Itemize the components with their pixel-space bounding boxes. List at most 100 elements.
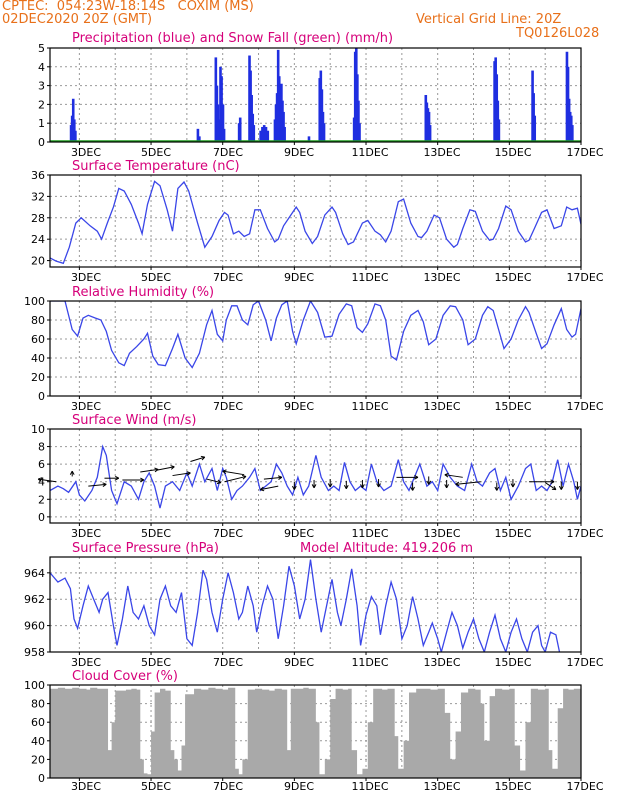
x-tick-label: 15DEC	[494, 400, 531, 413]
x-tick-label: 17DEC	[566, 656, 603, 669]
wind-arrow	[38, 478, 57, 483]
series-line	[50, 444, 581, 509]
wind-arrow-head	[186, 471, 191, 476]
precip-bar	[222, 128, 226, 142]
wind-arrow-head	[292, 485, 297, 490]
precip-bar	[196, 128, 200, 142]
plot-frame	[49, 684, 582, 779]
y-tick-label: 958	[24, 646, 45, 659]
y-tick-label: 40	[31, 352, 45, 365]
x-tick-label: 7DEC	[213, 400, 243, 413]
panel-title: Cloud Cover (%)	[72, 669, 178, 684]
wind-arrow-head	[216, 479, 222, 485]
y-tick-label: 20	[31, 255, 45, 268]
y-tick-label: 6	[38, 458, 45, 471]
y-tick-label: 1	[38, 117, 45, 130]
y-tick-label: 8	[38, 441, 45, 454]
wind-arrow-head	[37, 477, 43, 482]
x-tick-label: 11DEC	[351, 400, 388, 413]
wind-arrow-head	[327, 483, 333, 488]
panel-title: Surface Pressure (hPa)	[72, 541, 219, 556]
wind-arrow-head	[260, 486, 265, 492]
header-right-1: Vertical Grid Line: 20Z	[416, 12, 562, 27]
wind-arrow-head	[510, 483, 516, 488]
y-tick-label: 36	[31, 169, 45, 182]
precip-bar	[198, 136, 201, 142]
wind-arrow-head	[444, 484, 449, 489]
precip-bar	[264, 126, 268, 142]
cloud-cover-area	[50, 687, 581, 778]
wind-arrow	[172, 472, 191, 477]
precip-bar	[307, 136, 311, 142]
x-tick-label: 9DEC	[284, 527, 314, 540]
y-tick-label: 100	[24, 679, 45, 692]
panel-title: Surface Wind (m/s)	[72, 413, 196, 428]
series-line	[50, 180, 581, 265]
wind-arrow	[140, 468, 159, 473]
wind-arrow	[444, 474, 463, 478]
x-tick-label: 15DEC	[494, 780, 531, 793]
wind-arrow	[224, 475, 247, 483]
wind-arrow-head	[311, 484, 317, 489]
x-tick-label: 13DEC	[423, 271, 460, 284]
precip-bar	[216, 104, 220, 142]
y-tick-label: 80	[31, 314, 45, 327]
x-tick-label: 15DEC	[494, 656, 531, 669]
wind-arrow-head	[140, 477, 145, 483]
x-tick-label: 17DEC	[566, 271, 603, 284]
y-tick-label: 3	[38, 80, 45, 93]
y-tick-label: 80	[31, 698, 45, 711]
x-tick-label: 9DEC	[284, 780, 314, 793]
precip-bar	[262, 125, 266, 142]
wind-arrow-head	[444, 472, 449, 478]
plot-frame	[49, 428, 582, 524]
y-tick-label: 964	[24, 567, 45, 580]
x-tick-label: 7DEC	[213, 780, 243, 793]
y-tick-label: 28	[31, 212, 45, 225]
wind-arrow-head	[360, 484, 365, 489]
x-tick-label: 5DEC	[141, 527, 171, 540]
x-tick-label: 13DEC	[423, 656, 460, 669]
precip-bar	[220, 76, 223, 142]
precip-bar	[533, 115, 537, 142]
precip-bar	[571, 125, 574, 142]
precip-bar	[428, 125, 432, 142]
header-left-1: CPTEC: 054:23W-18:14S COXIM (MS)	[2, 0, 254, 14]
wind-arrow	[455, 481, 481, 485]
precip-bar	[283, 126, 286, 142]
x-tick-label: 3DEC	[71, 656, 101, 669]
wind-arrow	[222, 470, 245, 476]
y-tick-label: 24	[31, 233, 45, 246]
x-tick-label: 13DEC	[423, 527, 460, 540]
x-tick-label: 7DEC	[213, 527, 243, 540]
y-tick-label: 0	[38, 772, 45, 785]
y-tick-label: 40	[31, 735, 45, 748]
y-tick-label: 960	[24, 620, 45, 633]
wind-arrow-head	[277, 475, 283, 480]
x-tick-label: 9DEC	[284, 146, 314, 159]
x-tick-label: 15DEC	[494, 146, 531, 159]
wind-arrow-head	[102, 482, 107, 488]
wind-arrow	[260, 485, 279, 491]
x-tick-label: 3DEC	[71, 400, 101, 413]
x-tick-label: 15DEC	[494, 527, 531, 540]
x-tick-label: 5DEC	[141, 780, 171, 793]
x-tick-label: 13DEC	[423, 780, 460, 793]
precip-bar	[497, 119, 501, 142]
wind-arrow-head	[494, 486, 500, 491]
panel-3	[47, 300, 582, 399]
x-tick-label: 9DEC	[284, 656, 314, 669]
x-tick-label: 15DEC	[494, 271, 531, 284]
header-right-2: TQ0126L028	[516, 26, 600, 41]
x-tick-label: 3DEC	[71, 271, 101, 284]
y-tick-label: 0	[38, 390, 45, 403]
precip-bar	[259, 130, 262, 142]
x-tick-label: 3DEC	[71, 146, 101, 159]
wind-arrow-head	[551, 485, 557, 491]
plot-frame	[49, 174, 582, 268]
precip-bar	[357, 100, 360, 142]
precip-bar	[322, 123, 326, 142]
x-tick-label: 5DEC	[141, 400, 171, 413]
wind-arrow	[544, 482, 557, 491]
